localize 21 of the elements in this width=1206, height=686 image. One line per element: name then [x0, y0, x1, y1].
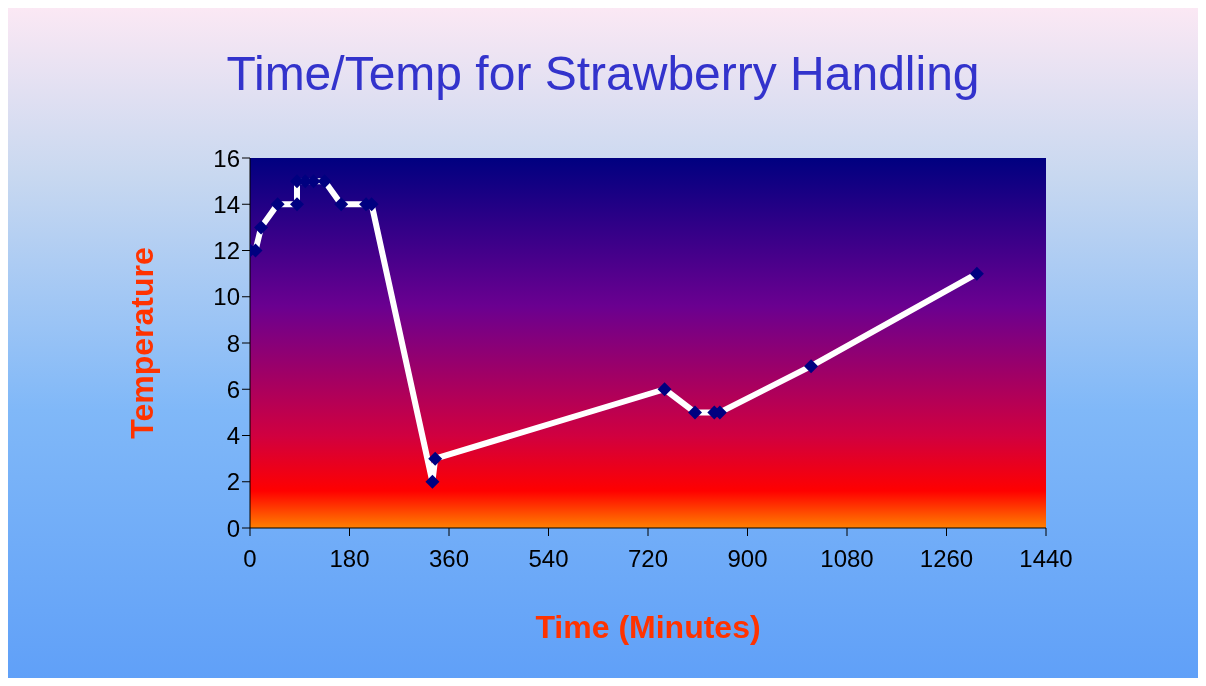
x-tick-label: 180 — [329, 545, 370, 573]
y-tick-label: 12 — [213, 237, 240, 265]
y-tick-label: 8 — [226, 329, 240, 357]
y-tick-label: 6 — [226, 375, 240, 403]
x-axis-title: Time (Minutes) — [535, 609, 761, 645]
x-tick-label: 360 — [428, 545, 470, 573]
y-tick-label: 4 — [226, 422, 240, 450]
x-tick-label: 1260 — [919, 545, 974, 573]
x-tick-label: 900 — [727, 545, 768, 573]
y-tick-label: 10 — [213, 283, 240, 311]
y-tick-label: 14 — [213, 190, 240, 218]
chart-title: Time/Temp for Strawberry Handling — [225, 46, 981, 101]
x-tick-label: 0 — [243, 545, 257, 573]
x-tick-label: 1080 — [820, 545, 874, 573]
y-axis-title: Temperature — [124, 247, 161, 439]
x-tick-label: 1440 — [1019, 545, 1073, 573]
y-tick-label: 0 — [226, 514, 240, 542]
y-tick-label: 2 — [226, 468, 240, 496]
x-tick-label: 720 — [627, 545, 669, 573]
x-tick-label: 540 — [528, 545, 569, 573]
y-tick-label: 16 — [213, 144, 240, 172]
